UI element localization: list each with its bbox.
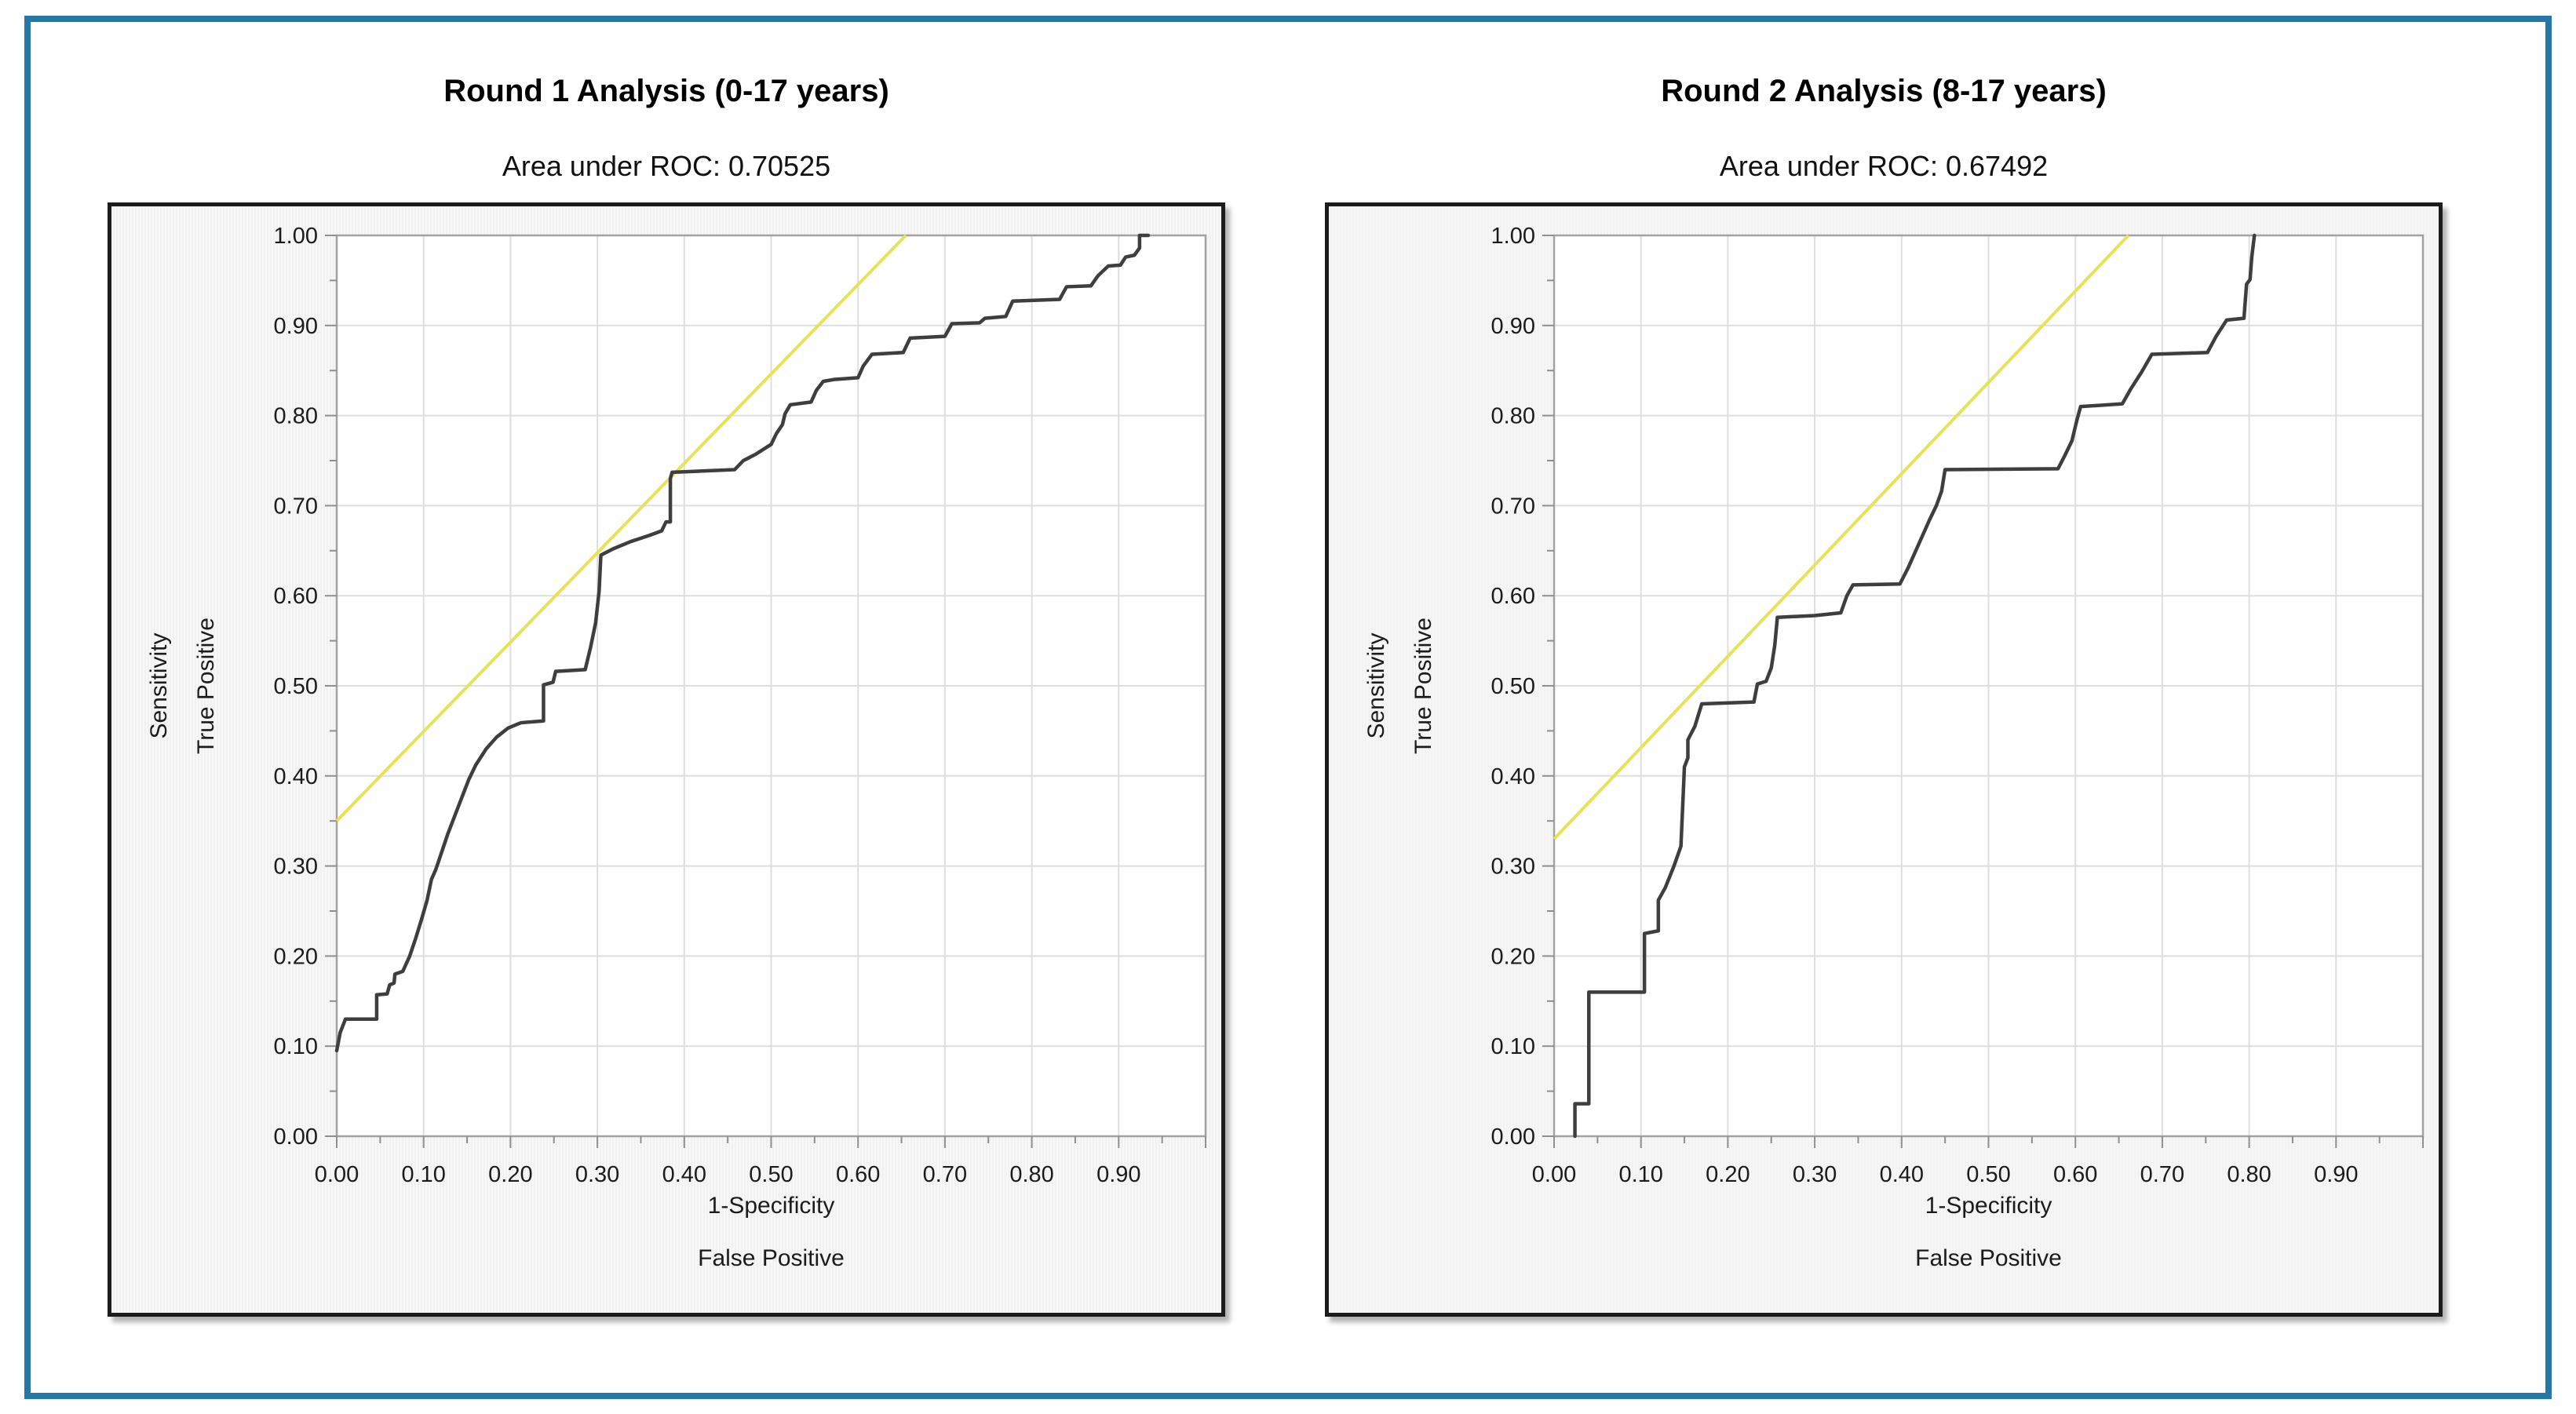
y-tick-label: 0.70: [274, 494, 318, 519]
x-tick-label: 0.30: [575, 1162, 619, 1187]
roc-plot-round2: 0.00 0.10 0.20 0.30 0.40 0.50 0.60 0.70 0.80 0.90…: [1363, 224, 2425, 1271]
x-tick-label: 0.20: [1706, 1162, 1750, 1187]
y-tick-label: 0.20: [274, 944, 318, 969]
roc-curve: [334, 233, 1151, 1053]
y-tick-label: 0.60: [274, 584, 318, 609]
reference-line: [335, 234, 907, 822]
y-tick-label: 0.80: [1491, 404, 1535, 429]
x-tick-label: 0.70: [923, 1162, 967, 1187]
gridlines: [337, 235, 1206, 1136]
x-tick-label: 0.10: [1618, 1162, 1662, 1187]
x-tick-label: 0.80: [1009, 1162, 1053, 1187]
gridlines: [1554, 235, 2423, 1136]
y-tick-label: 0.40: [274, 764, 318, 789]
x-tick-label: 0.60: [2053, 1162, 2097, 1187]
axis-ticks: [325, 235, 1206, 1148]
y-tick-label: 1.00: [1491, 224, 1535, 249]
chart-title-round1: Round 1 Analysis (0-17 years): [443, 74, 889, 108]
y-axis-title-line2: True Positive: [193, 618, 219, 754]
chart-subtitle-auc-round2: Area under ROC: 0.67492: [1719, 150, 2049, 182]
roc-curve: [1573, 233, 2257, 1139]
y-axis-title-line1: Sensitivity: [1363, 632, 1389, 738]
x-tick-label: 0.40: [1880, 1162, 1924, 1187]
y-tick-label: 0.00: [274, 1124, 318, 1150]
y-tick-label: 0.10: [274, 1034, 318, 1059]
y-tick-label: 0.10: [1491, 1034, 1535, 1059]
y-axis-title: Sensitivity True Positive: [146, 618, 219, 754]
chart-panel-round1: 0.00 0.10 0.20 0.30 0.40 0.50 0.60 0.70 0.80 0.90…: [108, 202, 1225, 1317]
x-tick-label: 0.10: [401, 1162, 445, 1187]
axis-ticks: [1542, 235, 2424, 1148]
x-tick-label: 0.00: [315, 1162, 359, 1187]
y-tick-labels: 0.00 0.10 0.20 0.30 0.40 0.50 0.60 0.70 0.80 0.90…: [274, 224, 318, 1150]
chart-panel-round2: 0.00 0.10 0.20 0.30 0.40 0.50 0.60 0.70 0.80 0.90…: [1325, 202, 2443, 1317]
x-tick-label: 0.60: [836, 1162, 880, 1187]
x-axis-title-line2: False Positive: [698, 1245, 845, 1271]
chart-subtitle-auc-round1: Area under ROC: 0.70525: [502, 150, 831, 182]
x-axis-title-line1: 1-Specificity: [708, 1193, 835, 1219]
x-axis-title-line1: 1-Specificity: [1925, 1193, 2052, 1219]
y-tick-label: 0.30: [1491, 855, 1535, 880]
y-tick-label: 0.00: [1491, 1124, 1535, 1150]
chart-header-round1: Round 1 Analysis (0-17 years) Area under…: [108, 74, 1225, 183]
x-tick-label: 0.70: [2140, 1162, 2184, 1187]
chart-title-round2: Round 2 Analysis (8-17 years): [1661, 74, 2107, 108]
x-tick-label: 0.20: [488, 1162, 532, 1187]
y-tick-label: 0.90: [274, 314, 318, 339]
y-tick-label: 0.80: [274, 404, 318, 429]
roc-plot-round1: 0.00 0.10 0.20 0.30 0.40 0.50 0.60 0.70 0.80 0.90…: [146, 224, 1207, 1271]
y-axis-title-line2: True Positive: [1410, 618, 1436, 754]
x-axis-title: 1-Specificity False Positive: [1915, 1193, 2062, 1271]
y-tick-label: 1.00: [274, 224, 318, 249]
y-tick-label: 0.40: [1491, 764, 1535, 789]
y-axis-title: Sensitivity True Positive: [1363, 618, 1436, 754]
x-tick-label: 0.80: [2227, 1162, 2271, 1187]
x-tick-label: 0.50: [1966, 1162, 2010, 1187]
y-tick-label: 0.50: [274, 674, 318, 699]
reference-line: [1553, 234, 2130, 840]
x-tick-labels: 0.00 0.10 0.20 0.30 0.40 0.50 0.60 0.70 0.80 0.90: [315, 1162, 1141, 1187]
y-tick-label: 0.70: [1491, 494, 1535, 519]
y-tick-labels: 0.00 0.10 0.20 0.30 0.40 0.50 0.60 0.70 0.80 0.90…: [1491, 224, 1535, 1150]
x-tick-label: 0.40: [662, 1162, 706, 1187]
y-tick-label: 0.30: [274, 855, 318, 880]
y-axis-title-line1: Sensitivity: [146, 632, 172, 738]
x-tick-label: 0.30: [1793, 1162, 1837, 1187]
y-tick-label: 0.90: [1491, 314, 1535, 339]
y-tick-label: 0.60: [1491, 584, 1535, 609]
x-axis-title-line2: False Positive: [1915, 1245, 2062, 1271]
x-tick-labels: 0.00 0.10 0.20 0.30 0.40 0.50 0.60 0.70 0.80 0.90: [1532, 1162, 2359, 1187]
x-axis-title: 1-Specificity False Positive: [698, 1193, 845, 1271]
x-tick-label: 0.90: [1096, 1162, 1140, 1187]
x-tick-label: 0.50: [749, 1162, 793, 1187]
x-tick-label: 0.90: [2314, 1162, 2358, 1187]
chart-header-round2: Round 2 Analysis (8-17 years) Area under…: [1325, 74, 2443, 183]
y-tick-label: 0.20: [1491, 944, 1535, 969]
x-tick-label: 0.00: [1532, 1162, 1576, 1187]
y-tick-label: 0.50: [1491, 674, 1535, 699]
